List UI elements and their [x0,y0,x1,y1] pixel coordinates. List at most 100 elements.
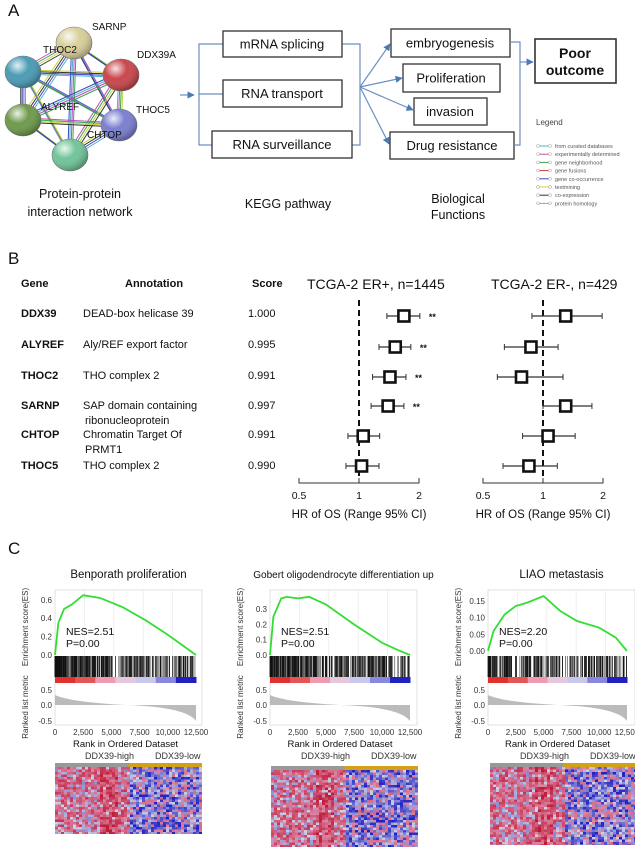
heatmap-cell [409,802,412,805]
heatmap-cell [199,824,202,827]
heatmap-cell [310,815,313,818]
heatmap-cell [274,785,277,788]
heatmap-cell [91,777,94,780]
heatmap-cell [538,814,541,817]
heatmap-cell [403,782,406,785]
heatmap-cell [91,792,94,795]
heatmap-cell [382,790,385,793]
heatmap-cell [313,782,316,785]
heatmap-cell [331,770,334,773]
heatmap-cell [415,812,418,815]
legend-node-icon [536,160,540,165]
heatmap-cell [148,804,151,807]
heatmap-cell [544,784,547,787]
group-bar-high [490,763,564,767]
heatmap-cell [82,779,85,782]
heatmap-cell [361,827,364,830]
heatmap-cell [76,807,79,810]
heatmap-cell [328,827,331,830]
heatmap-cell [274,835,277,838]
heatmap-cell [274,790,277,793]
heatmap-cell [370,837,373,840]
heatmap-cell [127,789,130,792]
heatmap-cell [130,789,133,792]
heatmap-cell [544,794,547,797]
heatmap-cell [124,829,127,832]
heatmap-cell [385,830,388,833]
heatmap-cell [499,794,502,797]
heatmap-cell [301,785,304,788]
heatmap-cell [67,794,70,797]
heatmap-cell [187,824,190,827]
heatmap-cell [196,797,199,800]
heatmap-cell [286,795,289,798]
heatmap-cell [313,800,316,803]
heatmap-cell [415,830,418,833]
heatmap-cell [151,832,154,834]
heatmap-cell [292,795,295,798]
heatmap-cell [553,817,556,820]
heatmap-cell [388,805,391,808]
heatmap-cell [109,802,112,805]
heatmap-cell [346,820,349,823]
heatmap-cell [550,779,553,782]
heatmap-cell [361,775,364,778]
heatmap-cell [376,830,379,833]
heatmap-cell [403,780,406,783]
heatmap-cell [502,819,505,822]
heatmap-cell [553,809,556,812]
heatmap-cell [340,835,343,838]
heatmap-cell [394,827,397,830]
kegg-box-rna-surveillance: RNA surveillance [211,130,353,159]
heatmap-cell [67,829,70,832]
heatmap-cell [511,834,514,837]
heatmap-cell [73,809,76,812]
heatmap-cell [292,845,295,847]
heatmap-cell [58,779,61,782]
heatmap-cell [169,804,172,807]
heatmap-cell [79,829,82,832]
heatmap-cell [376,787,379,790]
heatmap-cell [553,812,556,815]
heatmap-cell [190,819,193,822]
heatmap-cell [178,794,181,797]
heatmap-cell [298,812,301,815]
heatmap-cell [199,784,202,787]
heatmap-cell [394,822,397,825]
heatmap-cell [397,790,400,793]
heatmap-cell [529,802,532,805]
heatmap-cell [73,769,76,772]
heatmap-cell [355,772,358,775]
heatmap-cell [319,837,322,840]
heatmap-cell [142,817,145,820]
heatmap-cell [544,787,547,790]
heatmap-cell [79,812,82,815]
heatmap-cell [553,804,556,807]
heatmap-cell [373,800,376,803]
heatmap-cell [193,809,196,812]
heatmap-cell [346,772,349,775]
heatmap-cell [352,787,355,790]
legend-node-icon [548,177,552,181]
heatmap-label-high: DDX39-high [520,751,569,761]
heatmap-cell [394,837,397,840]
heatmap-cell [127,797,130,800]
heatmap-cell [274,777,277,780]
heatmap-cell [328,797,331,800]
heatmap-cell [307,822,310,825]
heatmap-cell [376,790,379,793]
heatmap-cell [163,797,166,800]
heatmap-cell [391,792,394,795]
heatmap-cell [346,840,349,843]
heatmap-cell [364,797,367,800]
heatmap-cell [118,779,121,782]
heatmap-cell [364,810,367,813]
heatmap-cell [355,792,358,795]
heatmap-cell [334,790,337,793]
heatmap-cell [139,827,142,830]
heatmap-cell [373,775,376,778]
heatmap-cell [322,805,325,808]
function-box-embryogenesis: embryogenesis [390,28,511,58]
heatmap-cell [382,780,385,783]
heatmap-cell [79,807,82,810]
